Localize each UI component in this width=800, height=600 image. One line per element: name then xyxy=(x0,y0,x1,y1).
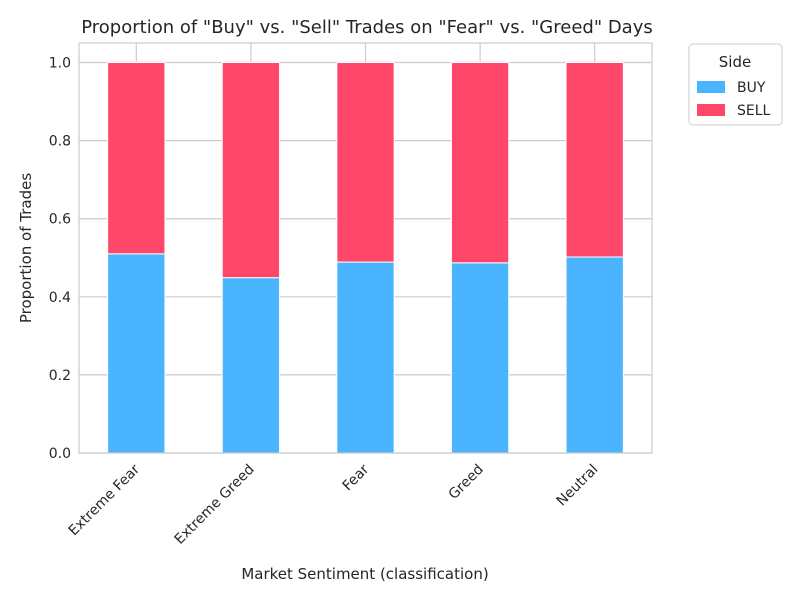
chart-title: Proportion of "Buy" vs. "Sell" Trades on… xyxy=(81,17,653,38)
bar-buy xyxy=(221,277,281,454)
y-axis-label: Proportion of Trades xyxy=(17,173,35,323)
x-tick-label: Neutral xyxy=(554,462,602,510)
bar-sell xyxy=(107,62,166,255)
y-tick-label: 0.6 xyxy=(49,212,71,228)
x-axis-ticks: Extreme Fear Extreme Greed Fear Greed Neutra… xyxy=(66,461,602,547)
x-tick-label: Greed xyxy=(446,462,487,503)
bars xyxy=(107,62,624,454)
legend: Side BUY SELL xyxy=(688,43,783,126)
y-axis-ticks: 0.0 0.2 0.4 0.6 0.8 1.0 xyxy=(49,56,71,462)
bar-buy xyxy=(336,261,395,454)
legend-swatch-buy xyxy=(697,81,725,93)
bar-sell xyxy=(221,62,281,279)
bar-sell xyxy=(450,62,510,264)
y-tick-label: 1.0 xyxy=(49,56,71,72)
legend-swatch-sell xyxy=(697,104,725,116)
bar-buy xyxy=(450,262,510,454)
bar-buy xyxy=(565,256,624,454)
bar-sell xyxy=(565,62,624,258)
bar-buy xyxy=(107,253,166,454)
plot-area-frame xyxy=(78,42,653,454)
legend-items: BUY SELL xyxy=(697,80,771,119)
y-tick-label: 0.4 xyxy=(49,290,71,306)
legend-label-sell: SELL xyxy=(737,103,771,119)
y-tick-label: 0.0 xyxy=(49,446,71,462)
y-tick-label: 0.8 xyxy=(49,134,71,150)
x-axis-label: Market Sentiment (classification) xyxy=(241,565,488,583)
y-tick-label: 0.2 xyxy=(49,368,71,384)
x-tick-label: Extreme Fear xyxy=(66,461,144,539)
legend-label-buy: BUY xyxy=(737,80,766,96)
legend-title: Side xyxy=(719,53,751,71)
x-tick-label: Extreme Greed xyxy=(172,462,258,548)
x-tick-label: Fear xyxy=(340,461,373,494)
bar-sell xyxy=(336,62,395,263)
